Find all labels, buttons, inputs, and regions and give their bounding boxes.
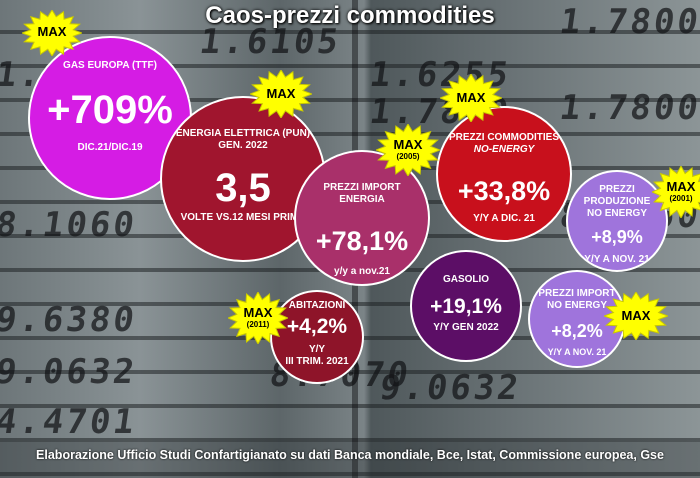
- starburst-shape: [228, 292, 288, 344]
- max-burst-housing: MAX (2011): [228, 292, 288, 344]
- burst-year: (2011): [246, 320, 270, 329]
- starburst-shape: [22, 10, 82, 56]
- bubble-value: +8,9%: [591, 227, 643, 247]
- bubble-label: NO ENERGY: [546, 300, 607, 311]
- bubble-label: NO ENERGY: [586, 208, 647, 219]
- burst-year: (2005): [396, 152, 420, 161]
- board-digits: 9.0632: [0, 352, 140, 392]
- footer-band: [0, 442, 700, 478]
- burst-label: MAX: [37, 24, 67, 39]
- bubble-value: +8,2%: [551, 321, 603, 341]
- bubble-gasolio: GASOLIO +19,1% Y/Y GEN 2022: [410, 250, 522, 362]
- max-burst-import-energy: MAX (2005): [376, 124, 440, 176]
- bubble-sub: Y/Y A NOV. 21: [584, 254, 650, 265]
- bubble-energia-elettrica: ENERGIA ELETTRICA (PUN) GEN. 2022 3,5 VO…: [160, 96, 326, 262]
- bubble-sub: III TRIM. 2021: [285, 356, 349, 367]
- bubble-value: +78,1%: [315, 226, 409, 256]
- burst-label: MAX: [666, 179, 696, 194]
- board-digits: 1.7800: [557, 88, 700, 128]
- bubble-value: +33,8%: [457, 176, 551, 206]
- bubble-label: PREZZI IMPORT: [323, 182, 401, 193]
- max-burst-gas: MAX: [22, 10, 82, 56]
- bubble-prezzi-produzione: PREZZI PRODUZIONE NO ENERGY +8,9% Y/Y A …: [566, 170, 668, 272]
- starburst-shape: [250, 70, 312, 118]
- bubble-sub: Y/Y A NOV. 21: [547, 347, 607, 357]
- bubble-abitazioni: ABITAZIONI +4,2% Y/Y III TRIM. 2021: [270, 290, 364, 384]
- bubble-label: ENERGIA ELETTRICA (PUN): [175, 128, 311, 139]
- bubble-prezzi-commodities: PREZZI COMMODITIES NO-ENERGY +33,8% Y/Y …: [436, 106, 572, 242]
- bubble-value: +4,2%: [286, 315, 348, 338]
- bubble-label: PREZZI COMMODITIES: [449, 132, 559, 143]
- bubble-sub: Y/Y GEN 2022: [433, 322, 499, 333]
- bubble-label: GASOLIO: [442, 274, 490, 285]
- bubble-value: +19,1%: [430, 295, 502, 318]
- bubble-label: PRODUZIONE: [583, 196, 651, 207]
- burst-label: MAX: [456, 90, 486, 105]
- bubble-sub: Y/Y A DIC. 21: [473, 213, 535, 224]
- burst-label: MAX: [621, 308, 651, 323]
- starburst-shape: [440, 74, 502, 122]
- bubble-sub: Y/Y: [308, 344, 326, 355]
- starburst-shape: [652, 166, 700, 218]
- starburst-shape: [604, 292, 668, 340]
- bubble-value: 3,5: [215, 166, 271, 210]
- bubble-sub: VOLTE VS.12 MESI PRIMA: [180, 212, 306, 223]
- bubble-label: PREZZI: [599, 184, 635, 195]
- max-burst-production: MAX (2001): [652, 166, 700, 218]
- bubble-label: ENERGIA: [339, 194, 385, 205]
- burst-label: MAX: [266, 86, 296, 101]
- burst-label: MAX: [393, 137, 423, 152]
- bubble-label: ABITAZIONI: [288, 300, 346, 311]
- board-digits: 9.0632: [377, 368, 524, 408]
- max-burst-commodities: MAX: [440, 74, 502, 122]
- bubble-sub: y/y a nov.21: [334, 266, 390, 277]
- max-burst-energy: MAX: [250, 70, 312, 118]
- bubble-sub: DIC.21/DIC.19: [77, 142, 143, 153]
- bubble-label: PREZZI IMPORT: [538, 288, 616, 299]
- board-digits: 8.1060: [0, 205, 140, 245]
- max-burst-import-no-energy: MAX: [604, 292, 668, 340]
- page-title: Caos-prezzi commodities: [205, 2, 495, 29]
- burst-label: MAX: [243, 305, 273, 320]
- bubble-label: GAS EUROPA (TTF): [63, 60, 157, 71]
- board-digits: 9.6380: [0, 300, 140, 340]
- board-digits: 4.4701: [0, 402, 140, 442]
- bubble-label: NO-ENERGY: [473, 144, 535, 155]
- burst-year: (2001): [669, 194, 693, 203]
- starburst-shape: [376, 124, 440, 176]
- source-footnote: Elaborazione Ufficio Studi Confartigiana…: [36, 448, 664, 462]
- bubble-value: +709%: [47, 88, 173, 132]
- bubble-label: GEN. 2022: [218, 140, 268, 151]
